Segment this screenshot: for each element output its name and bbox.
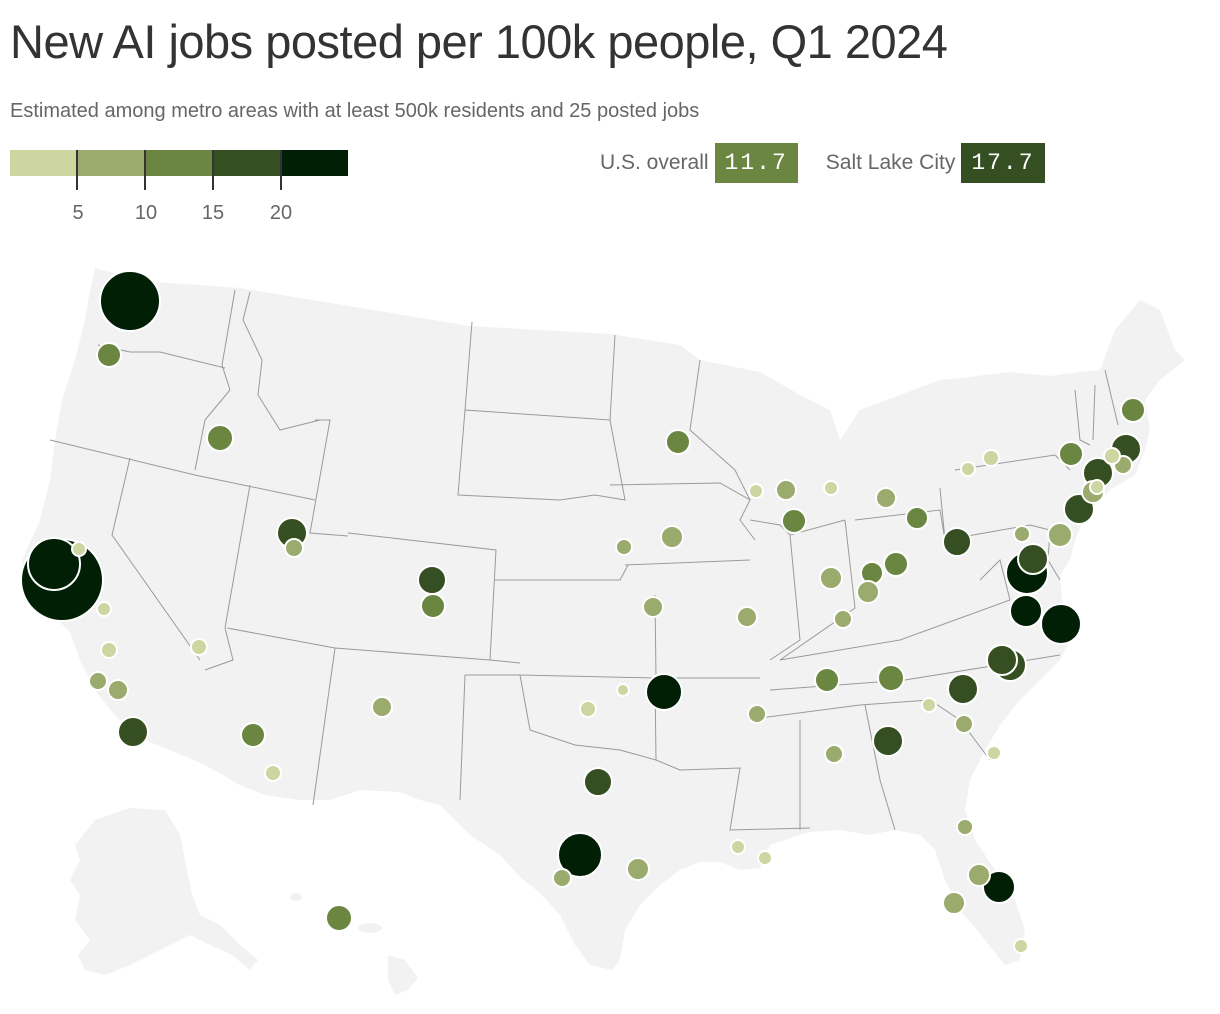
metro-bubble[interactable] <box>100 641 118 659</box>
legend-tick <box>280 150 282 190</box>
metro-bubble[interactable] <box>1009 594 1043 628</box>
metro-bubble[interactable] <box>552 868 572 888</box>
metro-bubble[interactable] <box>921 697 937 713</box>
metro-bubble[interactable] <box>819 566 843 590</box>
metro-bubble[interactable] <box>982 449 1000 467</box>
chart-subtitle: Estimated among metro areas with at leas… <box>10 100 700 122</box>
legend-label-20: 20 <box>269 202 293 224</box>
chart-title: New AI jobs posted per 100k people, Q1 2… <box>10 15 948 68</box>
metro-bubble[interactable] <box>264 764 282 782</box>
metro-bubble[interactable] <box>417 565 447 595</box>
metro-bubble[interactable] <box>872 725 904 757</box>
metro-bubble[interactable] <box>982 870 1016 904</box>
metro-bubble[interactable] <box>583 767 613 797</box>
metro-bubble[interactable] <box>96 601 112 617</box>
us-overall-label: U.S. overall <box>600 151 709 174</box>
metro-bubble[interactable] <box>1013 938 1029 954</box>
legend-swatch-4 <box>281 150 348 176</box>
metro-bubble[interactable] <box>1047 522 1073 548</box>
legend-tick <box>144 150 146 190</box>
legend-swatch-1 <box>78 150 146 176</box>
metro-bubble[interactable] <box>775 479 797 501</box>
metro-bubble[interactable] <box>1058 441 1084 467</box>
metro-bubble[interactable] <box>1013 525 1031 543</box>
metro-bubble[interactable] <box>960 461 976 477</box>
legend-tick <box>212 150 214 190</box>
metro-bubble[interactable] <box>942 527 972 557</box>
metro-bubble[interactable] <box>420 593 446 619</box>
contiguous-us-land <box>22 268 1185 970</box>
legend-label-10: 10 <box>134 202 158 224</box>
metro-bubble[interactable] <box>875 487 897 509</box>
metro-bubble[interactable] <box>557 832 603 878</box>
metro-bubble[interactable] <box>823 480 839 496</box>
legend-swatch-0 <box>10 150 78 176</box>
metro-bubble[interactable] <box>107 679 129 701</box>
metro-bubble[interactable] <box>616 683 630 697</box>
metro-bubble[interactable] <box>660 525 684 549</box>
metro-bubble[interactable] <box>1040 603 1082 645</box>
color-legend: 5 10 15 20 <box>10 150 350 224</box>
legend-swatch-2 <box>146 150 213 176</box>
metro-bubble[interactable] <box>71 541 87 557</box>
metro-bubble[interactable] <box>814 667 840 693</box>
metro-bubble[interactable] <box>986 745 1002 761</box>
metro-bubble[interactable] <box>190 638 208 656</box>
alaska-land <box>70 808 258 975</box>
metro-bubble[interactable] <box>579 700 597 718</box>
metro-bubble[interactable] <box>1089 479 1105 495</box>
metro-bubble[interactable] <box>1103 447 1121 465</box>
metro-bubble[interactable] <box>88 671 108 691</box>
legend-swatch-3 <box>213 150 281 176</box>
metro-bubble[interactable] <box>206 424 234 452</box>
metro-bubble[interactable] <box>781 508 807 534</box>
metro-bubble[interactable] <box>284 538 304 558</box>
hawaii-big-island <box>388 955 418 995</box>
metro-bubble[interactable] <box>642 596 664 618</box>
metro-bubble[interactable] <box>967 863 991 887</box>
metro-bubble[interactable] <box>371 696 393 718</box>
metro-bubble[interactable] <box>240 722 266 748</box>
metro-bubble[interactable] <box>99 270 161 332</box>
metro-bubble[interactable] <box>96 342 122 368</box>
reference-callouts: U.S. overall 11.7 Salt Lake City 17.7 <box>600 143 1073 183</box>
hawaii-island-2 <box>358 923 382 933</box>
us-overall-value: 11.7 <box>714 143 798 183</box>
metro-bubbles <box>20 270 1146 954</box>
metro-bubble[interactable] <box>856 580 880 604</box>
metro-bubble[interactable] <box>947 673 979 705</box>
slc-label: Salt Lake City <box>825 151 956 174</box>
metro-bubble[interactable] <box>757 850 773 866</box>
metro-bubble[interactable] <box>615 538 633 556</box>
metro-bubble[interactable] <box>748 483 764 499</box>
metro-bubble[interactable] <box>905 506 929 530</box>
metro-bubble[interactable] <box>736 606 758 628</box>
legend-label-15: 15 <box>201 202 225 224</box>
legend-label-5: 5 <box>72 202 84 224</box>
legend-tick <box>76 150 78 190</box>
metro-bubble[interactable] <box>877 664 905 692</box>
metro-bubble[interactable] <box>1120 397 1146 423</box>
metro-bubble[interactable] <box>665 429 691 455</box>
metro-bubble[interactable] <box>645 673 683 711</box>
metro-bubble[interactable] <box>747 704 767 724</box>
metro-bubble[interactable] <box>986 644 1018 676</box>
metro-bubble[interactable] <box>626 857 650 881</box>
metro-bubble[interactable] <box>730 839 746 855</box>
metro-bubble[interactable] <box>325 904 353 932</box>
metro-bubble[interactable] <box>942 891 966 915</box>
land-shapes <box>22 268 1185 995</box>
hawaii-island-1 <box>290 893 302 901</box>
metro-bubble[interactable] <box>1017 543 1049 575</box>
metro-bubble[interactable] <box>824 744 844 764</box>
metro-bubble[interactable] <box>883 551 909 577</box>
metro-bubble[interactable] <box>956 818 974 836</box>
metro-bubble[interactable] <box>117 716 149 748</box>
slc-value: 17.7 <box>961 143 1045 183</box>
metro-bubble[interactable] <box>954 714 974 734</box>
metro-bubble[interactable] <box>27 537 81 591</box>
metro-bubble[interactable] <box>833 609 853 629</box>
us-map <box>20 268 1185 995</box>
